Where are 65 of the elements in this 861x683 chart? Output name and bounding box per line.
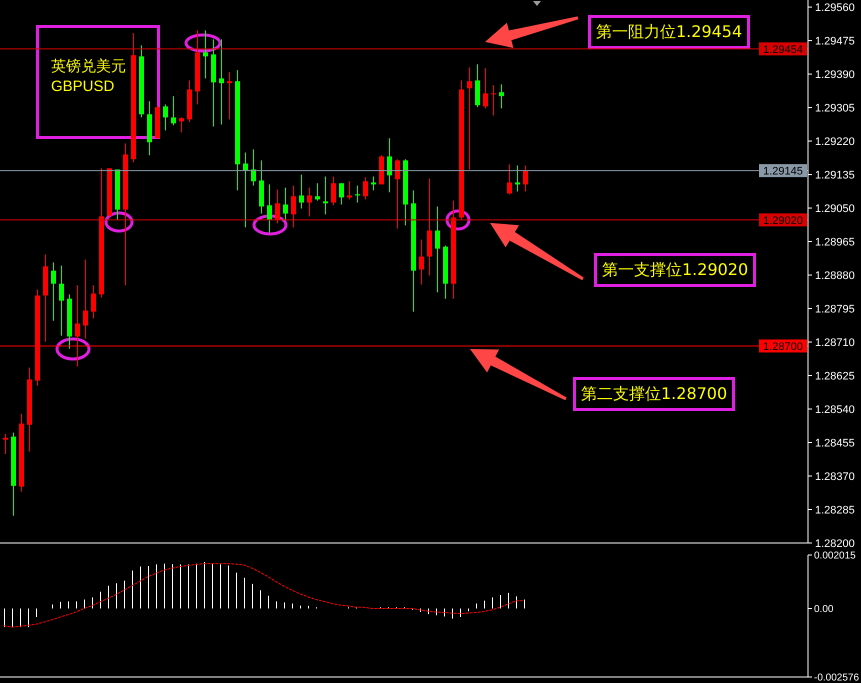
- candlestick: [163, 104, 168, 131]
- candlestick: [371, 176, 376, 191]
- candlestick: [363, 176, 368, 200]
- y-tick-label: 0.002015: [814, 550, 856, 562]
- y-tick-label: 1.28285: [815, 504, 855, 516]
- callout-box: 第一支撑位1.29020: [594, 252, 756, 287]
- y-tick-label: -0.002576: [814, 672, 860, 683]
- candlestick: [523, 165, 528, 192]
- candlestick: [419, 239, 424, 286]
- y-tick-label: 1.28455: [815, 437, 855, 450]
- y-tick-label: 1.28795: [815, 303, 855, 316]
- candlestick: [387, 138, 392, 193]
- candlestick: [251, 148, 256, 186]
- candlestick: [315, 182, 320, 202]
- ref-line-label: 1.29020: [763, 214, 803, 227]
- y-tick-label: 1.28200: [815, 538, 855, 550]
- candlestick: [171, 96, 176, 126]
- ref-line-label: 1.29454: [763, 44, 803, 56]
- callout-box: 第一阻力位1.29454: [588, 14, 750, 49]
- y-tick-label: 1.28540: [815, 404, 855, 416]
- y-tick-label: 1.29305: [815, 102, 855, 114]
- candlestick: [483, 68, 488, 109]
- y-tick-label: 1.29220: [815, 136, 855, 148]
- candlestick: [339, 182, 344, 206]
- ref-line-label: 1.28700: [763, 340, 803, 353]
- candlestick: [395, 158, 400, 230]
- candlestick: [91, 284, 96, 319]
- line-series: [4, 563, 524, 628]
- candlestick: [435, 206, 440, 293]
- y-tick-label: 1.28880: [815, 270, 855, 282]
- candlestick: [219, 38, 224, 126]
- y-tick-label: 1.28370: [815, 470, 855, 483]
- candlestick: [515, 165, 520, 192]
- y-tick-label: 1.29390: [815, 68, 855, 81]
- candlestick: [83, 259, 88, 339]
- y-tick-label: 0.00: [814, 604, 834, 616]
- y-tick-label: 1.28625: [815, 370, 855, 382]
- candlestick: [51, 262, 56, 322]
- candlestick: [283, 187, 288, 221]
- y-tick-label: 1.29050: [815, 202, 855, 215]
- y-tick-label: 1.29475: [815, 35, 855, 48]
- candlestick: [331, 176, 336, 206]
- candlestick: [491, 84, 496, 116]
- candlestick: [323, 176, 328, 215]
- candlestick: [467, 66, 472, 170]
- y-tick-label: 1.28710: [815, 336, 855, 349]
- candlestick: [299, 174, 304, 209]
- candlestick: [291, 185, 296, 228]
- candlestick: [203, 30, 208, 79]
- candlestick: [507, 164, 512, 195]
- candlestick: [227, 72, 232, 120]
- callout-box: 第二支撑位1.28700: [573, 376, 736, 411]
- candlestick: [307, 187, 312, 217]
- y-tick-label: 1.28965: [815, 236, 855, 248]
- candlestick: [267, 184, 272, 233]
- y-tick-label: 1.29560: [815, 2, 855, 14]
- candlestick: [179, 116, 184, 133]
- ref-line-label: 1.29145: [763, 166, 803, 178]
- candlestick: [347, 180, 352, 200]
- candlestick: [243, 152, 248, 228]
- candlestick: [275, 189, 280, 224]
- candlestick: [59, 265, 64, 336]
- candlestick: [499, 84, 504, 109]
- candlestick: [3, 433, 8, 454]
- y-tick-label: 1.29135: [815, 169, 855, 182]
